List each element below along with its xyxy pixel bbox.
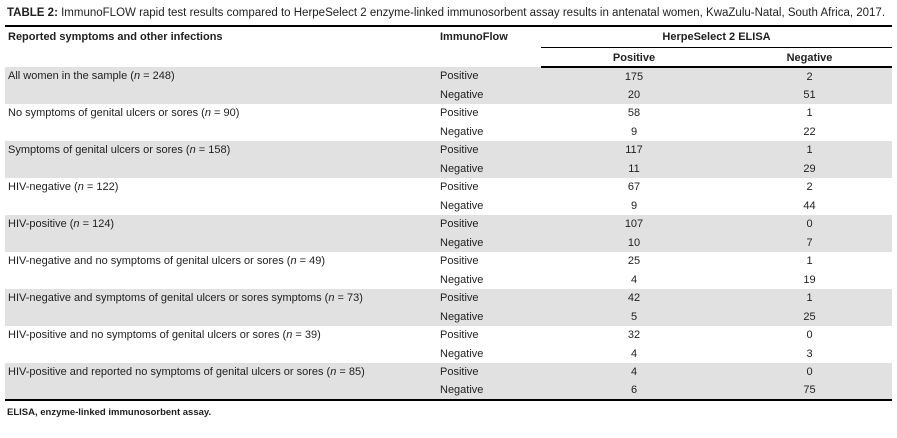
elisa-positive-count: 4 bbox=[541, 363, 727, 382]
elisa-negative-count: 0 bbox=[727, 215, 892, 234]
elisa-negative-count: 51 bbox=[727, 85, 892, 104]
col-header-elisa: HerpeSelect 2 ELISA bbox=[541, 27, 892, 48]
immunoflow-result: Negative bbox=[433, 159, 541, 178]
col-header-immunoflow: ImmunoFlow bbox=[440, 31, 508, 43]
group-label: HIV-negative and symptoms of genital ulc… bbox=[5, 289, 433, 326]
elisa-negative-count: 44 bbox=[803, 199, 816, 212]
elisa-negative-count: 1 bbox=[727, 141, 892, 160]
table-row: HIV-positive (n = 124) Positive 107 0 bbox=[5, 215, 892, 252]
elisa-positive-count: 4 bbox=[630, 273, 638, 286]
table-row: Negative 4 19 bbox=[5, 271, 892, 290]
immunoflow-result: Positive bbox=[433, 215, 541, 234]
elisa-negative-count: 2 bbox=[727, 67, 892, 86]
table-row: Negative 4 3 bbox=[5, 345, 892, 364]
elisa-positive-count: 5 bbox=[541, 307, 727, 326]
immunoflow-result: Negative bbox=[433, 307, 541, 326]
elisa-negative-count: 1 bbox=[806, 107, 813, 120]
elisa-positive-count: 107 bbox=[541, 215, 727, 234]
group-label: HIV-positive (n = 124) bbox=[5, 215, 433, 252]
elisa-positive-count: 25 bbox=[627, 255, 641, 268]
immunoflow-result: Positive bbox=[440, 329, 479, 342]
immunoflow-result: Negative bbox=[433, 381, 541, 400]
elisa-negative-count: 25 bbox=[727, 307, 892, 326]
table-caption: TABLE 2: ImmunoFLOW rapid test results c… bbox=[5, 4, 892, 27]
group-label: HIV-negative and no symptoms of genital … bbox=[8, 255, 326, 267]
table-header: Reported symptoms and other infections I… bbox=[5, 27, 892, 68]
elisa-positive-count: 11 bbox=[541, 159, 727, 178]
elisa-positive-count: 4 bbox=[630, 347, 638, 360]
table-row: Negative 9 22 bbox=[5, 123, 892, 142]
immunoflow-result: Positive bbox=[433, 289, 541, 308]
elisa-positive-count: 175 bbox=[541, 67, 727, 86]
group-label: HIV-negative (n = 122) bbox=[8, 181, 119, 193]
elisa-negative-count: 2 bbox=[806, 181, 813, 194]
table-row: HIV-negative (n = 122) Positive 67 2 bbox=[5, 178, 892, 197]
immunoflow-result: Positive bbox=[433, 141, 541, 160]
table-footnote: ELISA, enzyme-linked immunosorbent assay… bbox=[7, 407, 212, 418]
group-label: Symptoms of genital ulcers or sores (n =… bbox=[5, 141, 433, 178]
col-header-elisa-positive: Positive bbox=[541, 47, 727, 68]
immunoflow-result: Negative bbox=[440, 273, 484, 286]
immunoflow-result: Negative bbox=[440, 199, 484, 212]
elisa-negative-count: 22 bbox=[803, 125, 816, 138]
col-header-symptoms: Reported symptoms and other infections bbox=[8, 31, 223, 43]
elisa-positive-count: 67 bbox=[627, 181, 641, 194]
table-body: All women in the sample (n = 248) Positiv… bbox=[5, 67, 892, 400]
immunoflow-result: Negative bbox=[433, 233, 541, 252]
table-caption-text: ImmunoFLOW rapid test results compared t… bbox=[61, 7, 886, 19]
elisa-negative-count: 3 bbox=[806, 347, 813, 360]
header-row-top: Reported symptoms and other infections I… bbox=[5, 27, 892, 48]
group-label: All women in the sample (n = 248) bbox=[5, 67, 433, 104]
table-row: Negative 9 44 bbox=[5, 197, 892, 216]
group-label: HIV-positive and reported no symptoms of… bbox=[5, 363, 433, 400]
immunoflow-result: Negative bbox=[440, 347, 484, 360]
elisa-negative-count: 0 bbox=[806, 329, 813, 342]
table-row: HIV-negative and symptoms of genital ulc… bbox=[5, 289, 892, 326]
immunoflow-result: Negative bbox=[433, 85, 541, 104]
elisa-negative-count: 29 bbox=[727, 159, 892, 178]
elisa-positive-count: 117 bbox=[541, 141, 727, 160]
immunoflow-result: Positive bbox=[440, 107, 479, 120]
table-row: HIV-positive and no symptoms of genital … bbox=[5, 326, 892, 345]
table-row: Symptoms of genital ulcers or sores (n =… bbox=[5, 141, 892, 178]
table-row: No symptoms of genital ulcers or sores (… bbox=[5, 104, 892, 123]
elisa-positive-count: 32 bbox=[627, 329, 641, 342]
header-row-sub: Positive Negative bbox=[5, 47, 892, 68]
immunoflow-result: Positive bbox=[440, 255, 479, 268]
table-number: TABLE 2: bbox=[7, 7, 58, 19]
elisa-positive-count: 9 bbox=[630, 125, 638, 138]
elisa-negative-count: 19 bbox=[803, 273, 816, 286]
table-row: All women in the sample (n = 248) Positiv… bbox=[5, 67, 892, 104]
elisa-negative-count: 75 bbox=[727, 381, 892, 400]
elisa-positive-count: 42 bbox=[541, 289, 727, 308]
immunoflow-result: Positive bbox=[433, 363, 541, 382]
results-table: Reported symptoms and other infections I… bbox=[5, 27, 892, 401]
elisa-positive-count: 9 bbox=[630, 199, 638, 212]
immunoflow-result: Positive bbox=[440, 181, 479, 194]
table-row: HIV-positive and reported no symptoms of… bbox=[5, 363, 892, 400]
elisa-negative-count: 1 bbox=[727, 289, 892, 308]
immunoflow-result: Negative bbox=[440, 125, 484, 138]
immunoflow-result: Positive bbox=[433, 67, 541, 86]
group-label: No symptoms of genital ulcers or sores (… bbox=[8, 107, 240, 119]
table-row: HIV-negative and no symptoms of genital … bbox=[5, 252, 892, 271]
elisa-negative-count: 7 bbox=[727, 233, 892, 252]
elisa-positive-count: 6 bbox=[541, 381, 727, 400]
elisa-negative-count: 1 bbox=[806, 255, 813, 268]
elisa-positive-count: 20 bbox=[541, 85, 727, 104]
elisa-positive-count: 58 bbox=[627, 107, 641, 120]
col-header-elisa-negative: Negative bbox=[727, 47, 892, 68]
elisa-negative-count: 0 bbox=[727, 363, 892, 382]
elisa-positive-count: 10 bbox=[541, 233, 727, 252]
group-label: HIV-positive and no symptoms of genital … bbox=[8, 329, 321, 341]
